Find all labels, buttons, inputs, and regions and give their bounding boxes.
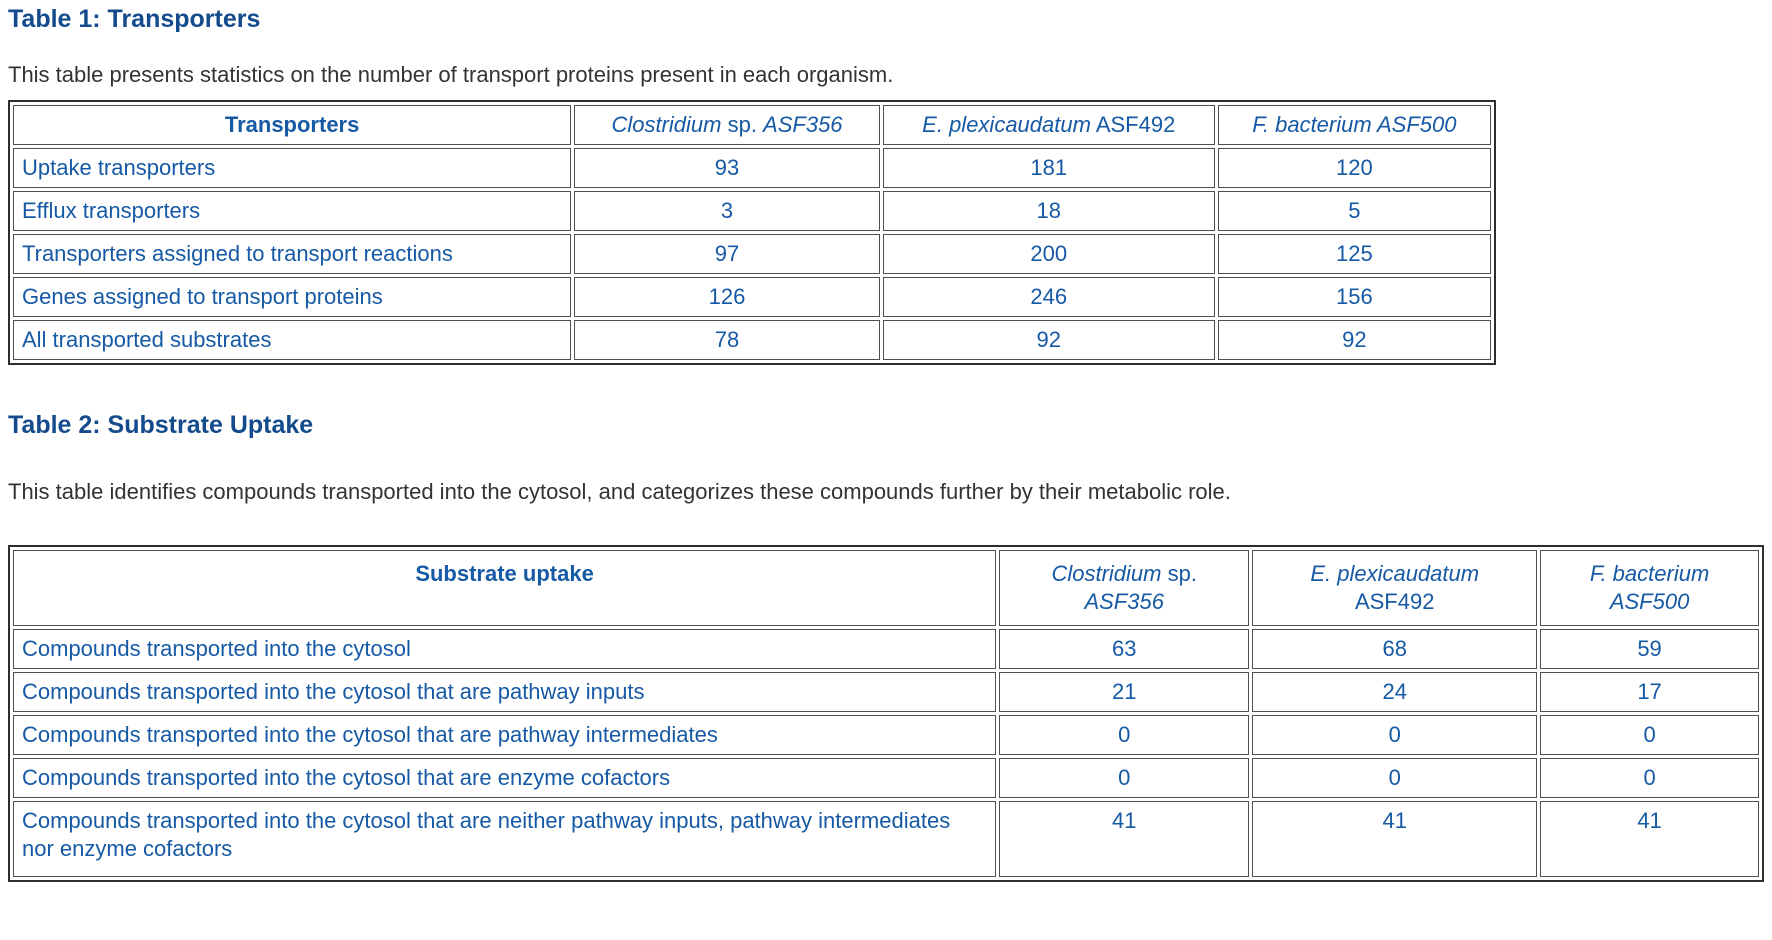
table2-header-row: Substrate uptake Clostridium sp. ASF356 E…: [13, 550, 1759, 626]
table2-description: This table identifies compounds transpor…: [8, 479, 1231, 504]
cell-value: 63: [999, 629, 1250, 669]
cell-value: 0: [1540, 758, 1759, 798]
table-row: Efflux transporters 3 18 5: [13, 191, 1491, 231]
cell-value: 0: [1540, 715, 1759, 755]
table1-column-header-asf500: F. bacterium ASF500: [1217, 105, 1491, 145]
table-row: Compounds transported into the cytosol t…: [13, 715, 1759, 755]
cell-value: 18: [882, 191, 1215, 231]
cell-value: 246: [882, 277, 1215, 317]
table-row: Compounds transported into the cytosol t…: [13, 672, 1759, 712]
row-label: Compounds transported into the cytosol t…: [13, 801, 997, 877]
transporters-table: Transporters Clostridium sp. ASF356 E. p…: [8, 100, 1496, 365]
cell-value: 200: [882, 234, 1215, 274]
cell-value: 3: [574, 191, 880, 231]
table1-column-header-asf356: Clostridium sp. ASF356: [574, 105, 880, 145]
cell-value: 0: [999, 715, 1250, 755]
row-label: Compounds transported into the cytosol t…: [13, 758, 997, 798]
substrate-uptake-section: Table 2: Substrate Uptake This table ide…: [8, 411, 1764, 882]
cell-value: 125: [1217, 234, 1491, 274]
cell-value: 126: [574, 277, 880, 317]
table1-header-row: Transporters Clostridium sp. ASF356 E. p…: [13, 105, 1491, 145]
table1-column-header-asf492: E. plexicaudatum ASF492: [882, 105, 1215, 145]
row-label: Efflux transporters: [13, 191, 572, 231]
table-row: Transporters assigned to transport react…: [13, 234, 1491, 274]
cell-value: 21: [999, 672, 1250, 712]
cell-value: 41: [999, 801, 1250, 877]
row-label: All transported substrates: [13, 320, 572, 360]
cell-value: 78: [574, 320, 880, 360]
cell-value: 0: [1252, 715, 1538, 755]
row-label: Transporters assigned to transport react…: [13, 234, 572, 274]
cell-value: 0: [999, 758, 1250, 798]
cell-value: 120: [1217, 148, 1491, 188]
table2-title: Table 2: Substrate Uptake: [8, 411, 314, 439]
cell-value: 97: [574, 234, 880, 274]
table-row: Compounds transported into the cytosol t…: [13, 801, 1759, 877]
substrate-uptake-table: Substrate uptake Clostridium sp. ASF356 E…: [8, 545, 1764, 882]
cell-value: 17: [1540, 672, 1759, 712]
table-row: Uptake transporters 93 181 120: [13, 148, 1491, 188]
table-row: Genes assigned to transport proteins 126…: [13, 277, 1491, 317]
cell-value: 93: [574, 148, 880, 188]
cell-value: 92: [882, 320, 1215, 360]
cell-value: 41: [1540, 801, 1759, 877]
table-row: Compounds transported into the cytosol t…: [13, 758, 1759, 798]
cell-value: 41: [1252, 801, 1538, 877]
transporters-section: Table 1: Transporters This table present…: [8, 5, 1764, 365]
table2-column-header-asf356: Clostridium sp. ASF356: [999, 550, 1250, 626]
cell-value: 156: [1217, 277, 1491, 317]
table-row: Compounds transported into the cytosol 6…: [13, 629, 1759, 669]
cell-value: 59: [1540, 629, 1759, 669]
row-label: Uptake transporters: [13, 148, 572, 188]
table1-title: Table 1: Transporters: [8, 5, 261, 33]
row-label: Compounds transported into the cytosol: [13, 629, 997, 669]
table2-column-header-asf500: F. bacterium ASF500: [1540, 550, 1759, 626]
cell-value: 68: [1252, 629, 1538, 669]
row-label: Genes assigned to transport proteins: [13, 277, 572, 317]
cell-value: 181: [882, 148, 1215, 188]
cell-value: 92: [1217, 320, 1491, 360]
table2-corner-label: Substrate uptake: [13, 550, 997, 626]
row-label: Compounds transported into the cytosol t…: [13, 715, 997, 755]
table2-column-header-asf492: E. plexicaudatum ASF492: [1252, 550, 1538, 626]
table-row: All transported substrates 78 92 92: [13, 320, 1491, 360]
cell-value: 24: [1252, 672, 1538, 712]
row-label: Compounds transported into the cytosol t…: [13, 672, 997, 712]
table1-corner-label: Transporters: [13, 105, 572, 145]
cell-value: 5: [1217, 191, 1491, 231]
table1-description: This table presents statistics on the nu…: [8, 62, 894, 87]
cell-value: 0: [1252, 758, 1538, 798]
